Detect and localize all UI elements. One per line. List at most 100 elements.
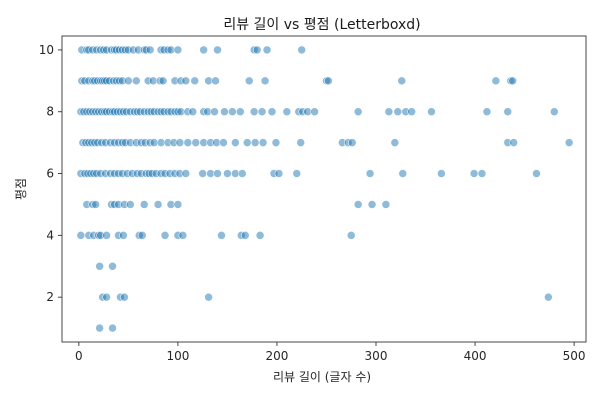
data-point xyxy=(76,231,86,240)
data-point xyxy=(240,231,250,240)
data-point xyxy=(131,76,141,86)
data-point xyxy=(262,45,272,55)
data-point xyxy=(482,107,492,117)
data-point xyxy=(367,200,377,209)
data-point xyxy=(564,138,574,147)
data-point xyxy=(544,292,553,302)
data-point xyxy=(365,169,375,178)
x-tick-label: 400 xyxy=(464,349,487,363)
data-point xyxy=(220,107,229,117)
x-tick-label: 0 xyxy=(75,349,83,363)
data-point xyxy=(153,200,163,209)
data-point xyxy=(190,76,200,86)
data-point xyxy=(204,292,213,302)
data-point xyxy=(198,169,207,178)
data-point xyxy=(173,45,183,55)
data-point xyxy=(397,76,407,86)
data-point xyxy=(469,169,479,178)
data-point xyxy=(477,169,487,178)
data-point xyxy=(191,138,201,147)
y-tick-label: 10 xyxy=(39,43,54,57)
data-point xyxy=(119,231,128,240)
data-point xyxy=(258,138,268,147)
data-point xyxy=(491,76,501,86)
y-axis: 2 4 6 8 10 xyxy=(39,43,62,304)
data-point xyxy=(231,138,240,147)
data-point xyxy=(237,169,247,178)
data-point xyxy=(120,292,129,302)
data-point xyxy=(219,138,228,147)
data-point xyxy=(407,107,416,117)
data-point xyxy=(390,138,400,147)
data-point xyxy=(108,323,117,333)
data-point xyxy=(255,231,265,240)
x-tick-label: 500 xyxy=(563,349,586,363)
data-point xyxy=(242,138,252,147)
data-point xyxy=(175,138,185,147)
y-tick-label: 8 xyxy=(46,105,54,119)
data-point xyxy=(347,138,357,147)
data-point xyxy=(257,107,267,117)
y-tick-label: 2 xyxy=(46,290,54,304)
data-point xyxy=(210,107,219,117)
data-point xyxy=(181,169,191,178)
data-point xyxy=(384,107,394,117)
data-point xyxy=(398,169,408,178)
data-point xyxy=(250,138,260,147)
data-point xyxy=(381,200,391,209)
x-tick-label: 100 xyxy=(166,349,189,363)
x-axis-label: 리뷰 길이 (글자 수) xyxy=(273,370,371,384)
chart-title: 리뷰 길이 vs 평점 (Letterboxd) xyxy=(223,17,420,33)
data-point xyxy=(160,231,170,240)
data-point xyxy=(271,138,281,147)
data-point xyxy=(211,76,220,86)
data-point xyxy=(158,76,168,86)
plot-area xyxy=(61,35,587,343)
data-point xyxy=(223,169,232,178)
data-point xyxy=(124,76,133,86)
data-point xyxy=(296,138,306,147)
data-point xyxy=(297,45,307,55)
x-tick-label: 300 xyxy=(365,349,388,363)
data-point xyxy=(228,107,237,117)
y-tick-label: 4 xyxy=(46,228,54,242)
data-point xyxy=(95,323,104,333)
data-point xyxy=(282,107,292,117)
data-point xyxy=(503,107,513,117)
data-point xyxy=(102,292,111,302)
data-point xyxy=(437,169,446,178)
data-point xyxy=(267,107,277,117)
data-point xyxy=(139,200,149,209)
data-point xyxy=(310,107,319,117)
data-point xyxy=(274,169,284,178)
data-point xyxy=(137,231,147,240)
data-point xyxy=(346,231,356,240)
data-points xyxy=(76,45,574,333)
data-point xyxy=(353,107,363,117)
y-tick-label: 6 xyxy=(46,167,54,181)
data-point xyxy=(324,76,333,86)
y-axis-label: 평점 xyxy=(14,178,28,200)
data-point xyxy=(145,45,155,55)
data-point xyxy=(95,261,104,271)
data-point xyxy=(183,138,193,147)
data-point xyxy=(217,231,226,240)
data-point xyxy=(508,76,517,86)
data-point xyxy=(260,76,270,86)
data-point xyxy=(427,107,436,117)
data-point xyxy=(244,76,254,86)
data-point xyxy=(126,200,135,209)
data-point xyxy=(213,169,222,178)
data-point xyxy=(102,231,111,240)
data-point xyxy=(532,169,541,178)
data-point xyxy=(252,45,262,55)
data-point xyxy=(213,45,222,55)
data-point xyxy=(249,107,259,117)
x-tick-label: 200 xyxy=(265,349,288,363)
data-point xyxy=(235,107,245,117)
data-point xyxy=(173,200,183,209)
data-point xyxy=(509,138,518,147)
x-axis: 0 100 200 300 400 500 xyxy=(75,342,586,363)
data-point xyxy=(181,76,191,86)
